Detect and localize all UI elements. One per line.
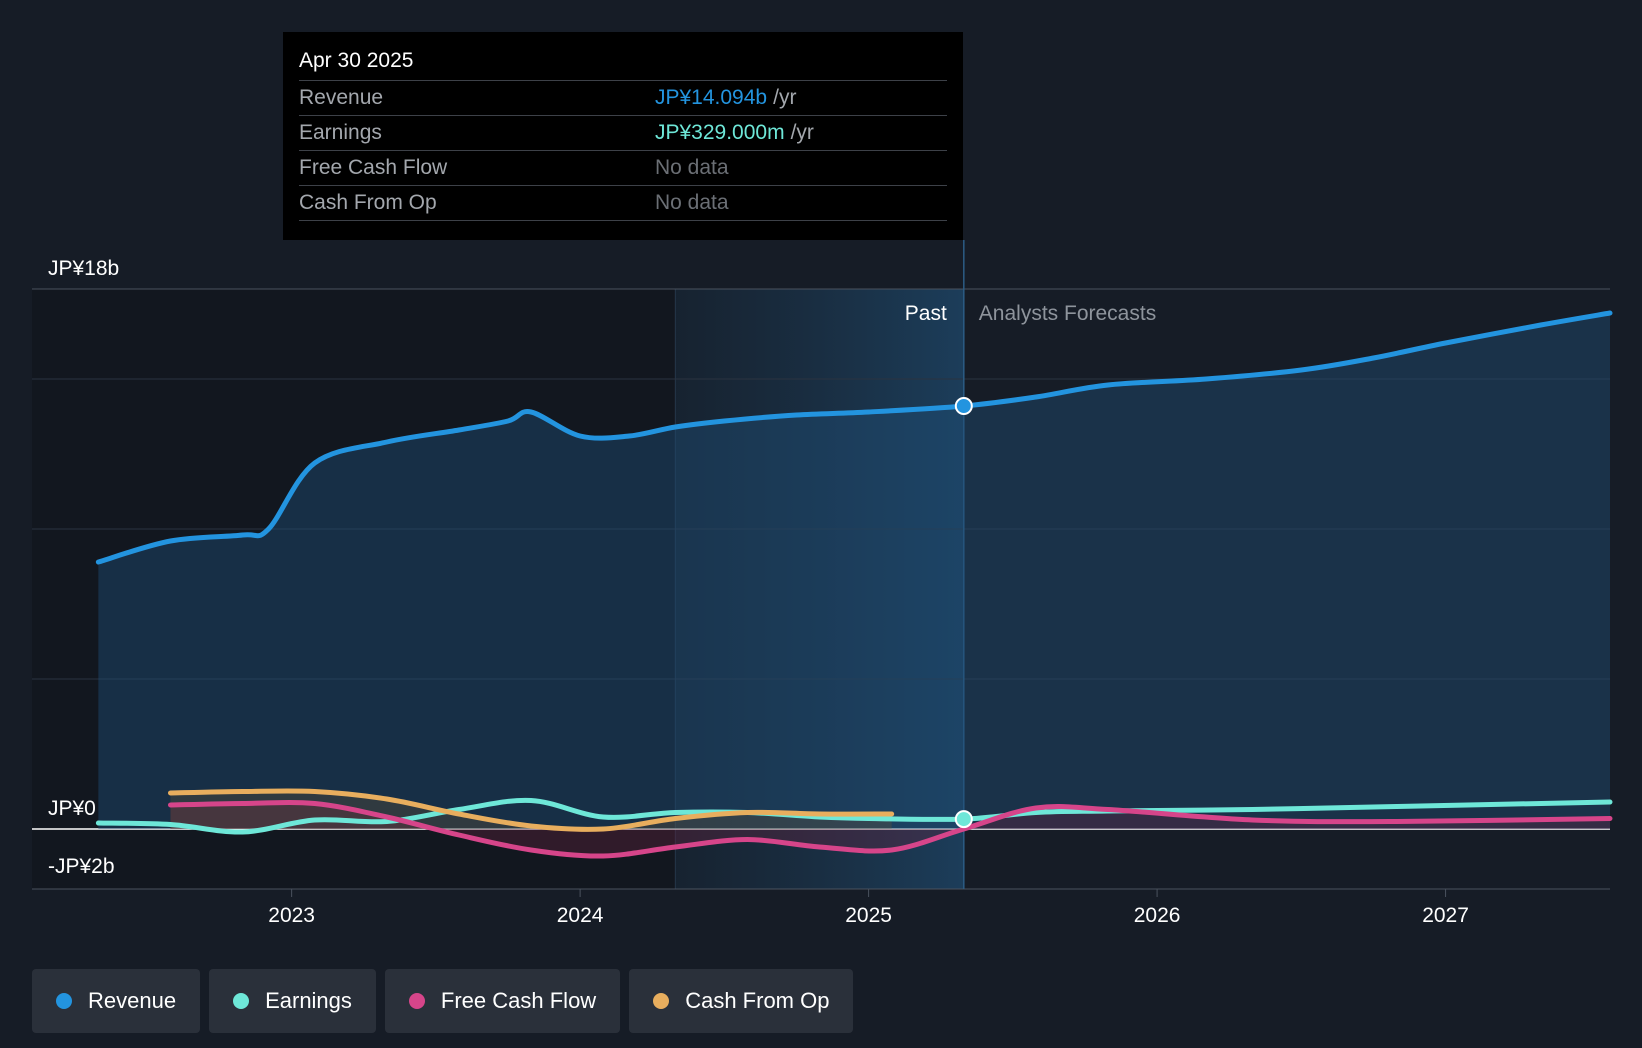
- earnings-marker: [954, 810, 973, 829]
- x-axis-label: 2026: [1134, 904, 1181, 927]
- legend-label: Revenue: [88, 988, 177, 1013]
- tooltip-date: Apr 30 2025: [299, 49, 414, 72]
- forecast-label: Analysts Forecasts: [979, 302, 1156, 325]
- cash-from-op-line: [167, 788, 895, 832]
- legend-item-revenue[interactable]: Revenue: [32, 969, 201, 1033]
- revenue-marker: [954, 397, 973, 415]
- legend-label: Free Cash Flow: [440, 988, 597, 1013]
- legend-dot-icon: [653, 993, 670, 1009]
- data-tooltip: Apr 30 2025 Revenue JP¥14.094b /yr Earni…: [283, 32, 963, 240]
- tooltip-row-cash-from-op: Cash From Op No data: [299, 185, 947, 221]
- legend-item-cash-from-op[interactable]: Cash From Op: [629, 969, 854, 1033]
- free-cash-flow-area: [170, 802, 1610, 857]
- tooltip-unit: /yr: [790, 121, 814, 144]
- tooltip-unit: /yr: [773, 86, 797, 109]
- legend-item-free-cash-flow[interactable]: Free Cash Flow: [384, 969, 621, 1033]
- y-axis-label: JP¥18b: [48, 257, 119, 280]
- x-axis-label: 2025: [845, 904, 892, 927]
- x-axis-label: 2024: [557, 904, 604, 927]
- free-cash-flow-line: [167, 799, 1613, 859]
- tooltip-value: JP¥14.094b: [655, 86, 768, 109]
- tooltip-label: Cash From Op: [299, 191, 437, 214]
- revenue-area: [98, 313, 1611, 829]
- tooltip-label: Revenue: [299, 86, 384, 109]
- tooltip-value: No data: [655, 191, 729, 214]
- legend-dot-icon: [56, 993, 72, 1009]
- past-label: Past: [905, 302, 947, 325]
- tooltip-value: No data: [655, 156, 729, 179]
- tooltip-row-free-cash-flow: Free Cash Flow No data: [299, 150, 947, 185]
- tooltip-row-earnings: Earnings JP¥329.000m /yr: [299, 115, 947, 150]
- legend-label: Cash From Op: [685, 988, 830, 1013]
- revenue-line: [95, 310, 1613, 565]
- tooltip-value: JP¥329.000m: [655, 121, 785, 144]
- tooltip-label: Earnings: [299, 121, 382, 144]
- y-axis-label: JP¥0: [48, 797, 96, 820]
- y-axis-label: -JP¥2b: [48, 855, 115, 878]
- x-axis-label: 2023: [268, 904, 315, 927]
- legend-dot-icon: [408, 993, 425, 1009]
- legend-label: Earnings: [265, 988, 352, 1013]
- highlight-region: [675, 289, 964, 889]
- x-axis-label: 2027: [1422, 904, 1469, 927]
- chart-legend: Revenue Earnings Free Cash Flow Cash Fro…: [32, 969, 862, 1033]
- legend-item-earnings[interactable]: Earnings: [209, 969, 376, 1033]
- tooltip-label: Free Cash Flow: [299, 156, 448, 179]
- tooltip-row-revenue: Revenue JP¥14.094b /yr: [299, 80, 947, 115]
- legend-dot-icon: [233, 993, 250, 1009]
